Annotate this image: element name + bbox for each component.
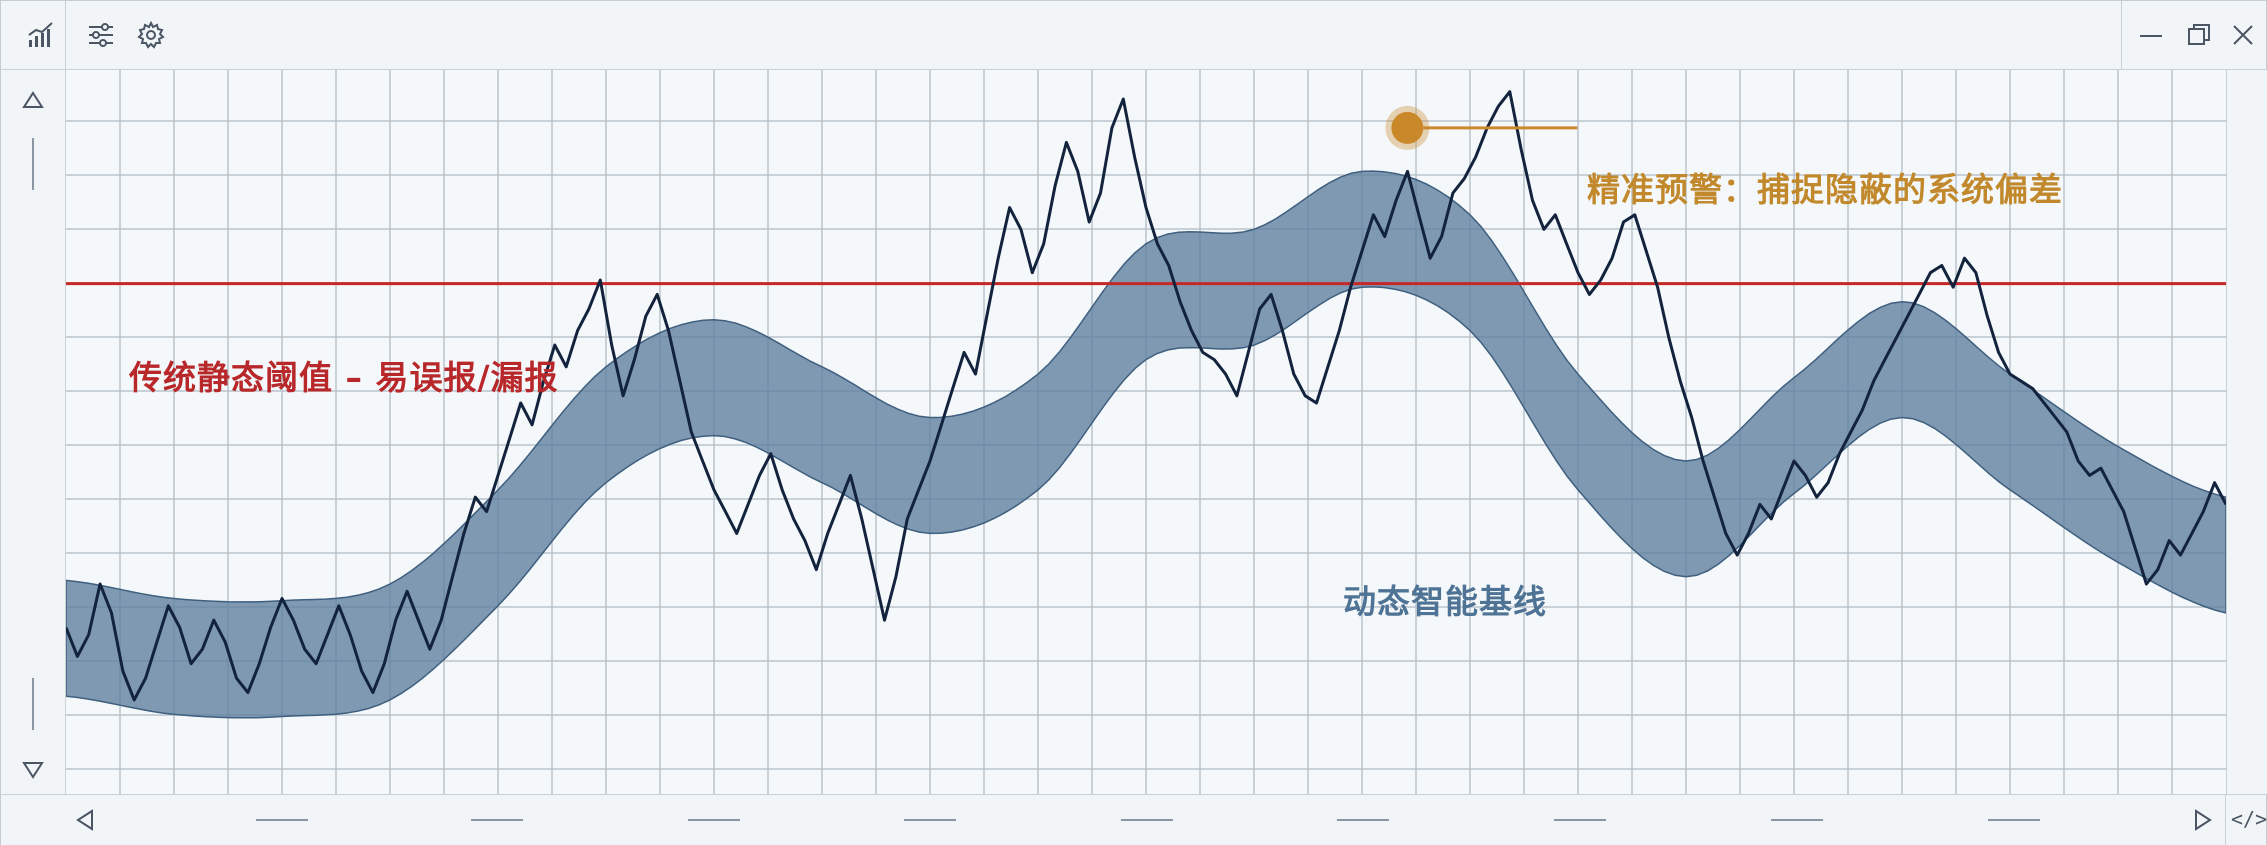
sliders-icon[interactable] [81, 15, 121, 55]
scroll-tick [1121, 819, 1173, 821]
bottom-divider [2225, 795, 2226, 845]
vertical-scrollbar[interactable] [1, 70, 66, 794]
monitoring-chart [64, 70, 2228, 794]
toolbar-divider [65, 1, 66, 69]
restore-icon[interactable] [2179, 15, 2219, 55]
alert-marker [1391, 111, 1424, 144]
scroll-tick [1337, 819, 1389, 821]
plot-area [64, 70, 2228, 794]
triangle-left-icon[interactable] [73, 808, 97, 832]
scroll-tick [1771, 819, 1823, 821]
triangle-up-icon[interactable] [21, 88, 45, 112]
scroll-thumb-bottom[interactable] [32, 678, 34, 730]
gear-icon[interactable] [131, 15, 171, 55]
scroll-tick [688, 819, 740, 821]
triangle-right-icon[interactable] [2191, 808, 2215, 832]
alert-label: 精准预警：捕捉隐蔽的系统偏差 [1587, 170, 2063, 209]
scroll-tick [471, 819, 523, 821]
chart-icon[interactable] [21, 15, 61, 55]
scroll-tick [904, 819, 956, 821]
code-toggle-icon[interactable]: </> [2231, 807, 2267, 831]
triangle-down-icon[interactable] [21, 758, 45, 782]
scroll-tick [256, 819, 308, 821]
minimize-icon[interactable] [2131, 15, 2171, 55]
scroll-tick [1988, 819, 2040, 821]
baseline-label: 动态智能基线 [1343, 582, 1547, 621]
title-bar [1, 1, 2266, 70]
window-controls-divider [2121, 1, 2122, 69]
close-icon[interactable] [2223, 15, 2263, 55]
right-rail [2226, 70, 2267, 794]
scroll-tick [1554, 819, 1606, 821]
signal-line [64, 90, 2228, 702]
static-threshold-label: 传统静态阈值 – 易误报/漏报 [129, 358, 559, 397]
scroll-thumb-top[interactable] [32, 138, 34, 190]
